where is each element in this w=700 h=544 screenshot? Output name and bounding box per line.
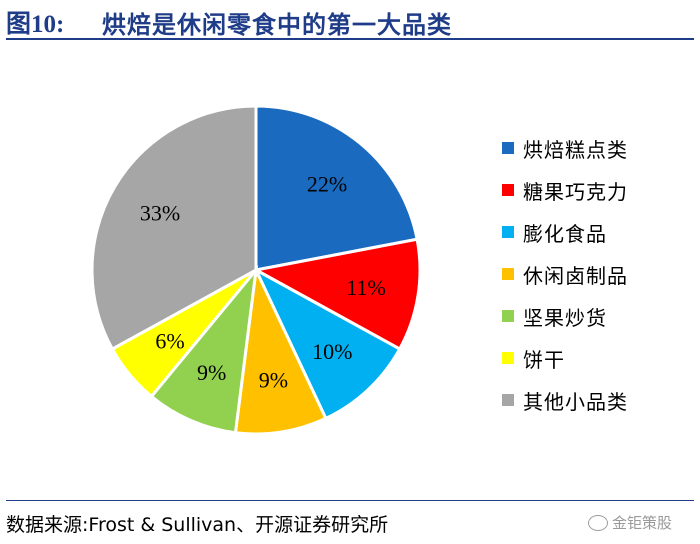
legend-swatch (502, 226, 514, 238)
pie-slice (254, 104, 419, 272)
legend-swatch (502, 352, 514, 364)
footer-divider (6, 500, 694, 501)
legend-item: 糖果巧克力 (502, 169, 628, 211)
legend-item: 饼干 (502, 337, 628, 379)
pie-slice (252, 266, 402, 421)
pie-slice-label: 6% (155, 329, 184, 354)
pie-slice-label: 9% (197, 360, 226, 385)
legend-swatch (502, 142, 514, 154)
data-source: 数据来源:Frost & Sullivan、开源证券研究所 (6, 514, 389, 536)
pie-chart: 22% 11% 10% 9% 9% 6% 33% (90, 104, 422, 436)
pie-slice-label: 11% (346, 275, 386, 300)
pie-slice (233, 264, 328, 436)
pie-slice-label: 33% (140, 201, 180, 226)
legend-item: 烘焙糕点类 (502, 127, 628, 169)
pie-slice (251, 237, 422, 352)
figure-header: 图10: 烘焙是休闲零食中的第一大品类 (6, 0, 694, 40)
figure-number: 图10: (6, 11, 65, 38)
legend-item: 其他小品类 (502, 379, 628, 421)
pie-slice-label: 10% (312, 339, 352, 364)
legend-label: 饼干 (523, 347, 565, 372)
legend-swatch (502, 268, 514, 280)
legend-label: 膨化食品 (523, 221, 607, 246)
legend-label: 其他小品类 (523, 389, 628, 414)
legend-item: 休闲卤制品 (502, 253, 628, 295)
chart-legend: 烘焙糕点类糖果巧克力膨化食品休闲卤制品坚果炒货饼干其他小品类 (502, 127, 628, 421)
legend-label: 糖果巧克力 (523, 179, 628, 204)
legend-label: 坚果炒货 (523, 305, 607, 330)
wechat-icon (588, 514, 608, 531)
watermark-text: 金钜策股 (612, 514, 673, 532)
legend-swatch (502, 310, 514, 322)
legend-item: 膨化食品 (502, 211, 628, 253)
pie-slice (149, 265, 259, 435)
legend-swatch (502, 184, 514, 196)
watermark: 金钜策股 (588, 512, 672, 533)
pie-slice-label: 9% (259, 368, 288, 393)
pie-slice-label: 22% (307, 172, 347, 197)
pie-slice (90, 104, 258, 352)
legend-item: 坚果炒货 (502, 295, 628, 337)
legend-label: 休闲卤制品 (523, 263, 628, 288)
legend-swatch (502, 394, 514, 406)
figure-title: 烘焙是休闲零食中的第一大品类 (102, 11, 452, 39)
legend-label: 烘焙糕点类 (523, 137, 628, 162)
